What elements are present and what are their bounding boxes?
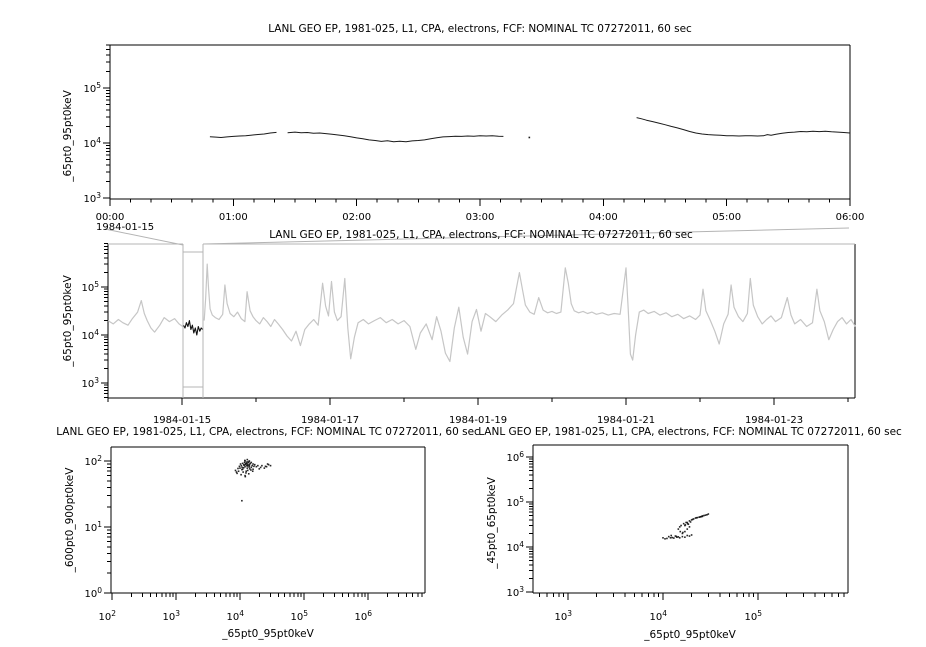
- context-panel-title: LANL GEO EP, 1981-025, L1, CPA, electron…: [269, 229, 693, 241]
- svg-text:05:00: 05:00: [712, 212, 741, 223]
- top-panel-ylabel: _65pt0_95pt0keV: [62, 90, 74, 182]
- svg-text:104: 104: [226, 609, 244, 623]
- context-timeseries-panel[interactable]: 1984-01-15 1984-01-17 1984-01-19 1984-01-21…: [81, 243, 856, 426]
- svg-text:102: 102: [98, 609, 116, 623]
- svg-text:1984-01-15: 1984-01-15: [153, 415, 211, 426]
- svg-text:04:00: 04:00: [589, 212, 618, 223]
- svg-text:102: 102: [84, 454, 102, 468]
- svg-text:1984-01-17: 1984-01-17: [301, 415, 359, 426]
- context-connector-lines: [104, 227, 850, 246]
- svg-text:104: 104: [81, 328, 99, 342]
- scatter-right-title: LANL GEO EP, 1981-025, L1, CPA, electron…: [478, 426, 902, 438]
- scatter-left-ylabel: _600pt0_900pt0keV: [64, 467, 76, 573]
- svg-text:1984-01-21: 1984-01-21: [597, 415, 655, 426]
- svg-text:1984-01-19: 1984-01-19: [449, 415, 507, 426]
- svg-text:105: 105: [290, 609, 308, 623]
- svg-text:03:00: 03:00: [466, 212, 495, 223]
- svg-text:01:00: 01:00: [219, 212, 248, 223]
- svg-text:104: 104: [506, 540, 524, 554]
- context-timeseries-line: [107, 263, 856, 363]
- svg-text:106: 106: [506, 450, 524, 464]
- selected-interval-line: [183, 320, 204, 336]
- svg-text:00:00: 00:00: [96, 212, 125, 223]
- top-panel-title: LANL GEO EP, 1981-025, L1, CPA, electron…: [268, 23, 692, 35]
- svg-text:1984-01-23: 1984-01-23: [745, 415, 803, 426]
- top-timeseries-line: [209, 117, 851, 143]
- selection-box[interactable]: [182, 244, 204, 398]
- svg-text:105: 105: [744, 609, 762, 623]
- svg-text:103: 103: [81, 376, 99, 390]
- scatter-left-xlabel: _65pt0_95pt0keV: [222, 628, 314, 640]
- svg-text:103: 103: [162, 609, 180, 623]
- scatter-right-ylabel: _45pt0_65pt0keV: [486, 477, 498, 569]
- svg-text:105: 105: [81, 280, 99, 294]
- scatter-right-points: [662, 513, 710, 540]
- scatter-right-xlabel: _65pt0_95pt0keV: [644, 629, 736, 641]
- svg-text:103: 103: [554, 609, 572, 623]
- svg-text:103: 103: [506, 585, 524, 599]
- svg-text:100: 100: [84, 586, 102, 600]
- svg-text:06:00: 06:00: [836, 212, 865, 223]
- svg-text:104: 104: [83, 136, 101, 150]
- top-timeseries-panel[interactable]: 00:00 01:00 02:00 03:00 04:00 05:00 06:00 103 10…: [83, 44, 865, 223]
- svg-text:105: 105: [83, 81, 101, 95]
- svg-text:103: 103: [83, 191, 101, 205]
- scatter-left-title: LANL GEO EP, 1981-025, L1, CPA, electron…: [56, 426, 480, 438]
- svg-text:105: 105: [506, 495, 524, 509]
- scatter-right-panel[interactable]: 103 104 105 103 104 105 106: [506, 444, 849, 623]
- svg-text:101: 101: [84, 520, 102, 534]
- svg-text:02:00: 02:00: [342, 212, 371, 223]
- svg-text:106: 106: [354, 609, 372, 623]
- scatter-left-panel[interactable]: 102 103 104 105 106 100 101 102: [84, 446, 426, 623]
- top-axis-date-label: 1984-01-15: [96, 222, 155, 233]
- svg-text:104: 104: [649, 609, 667, 623]
- scatter-left-points: [234, 458, 272, 502]
- context-panel-ylabel: _65pt0_95pt0keV: [62, 275, 74, 367]
